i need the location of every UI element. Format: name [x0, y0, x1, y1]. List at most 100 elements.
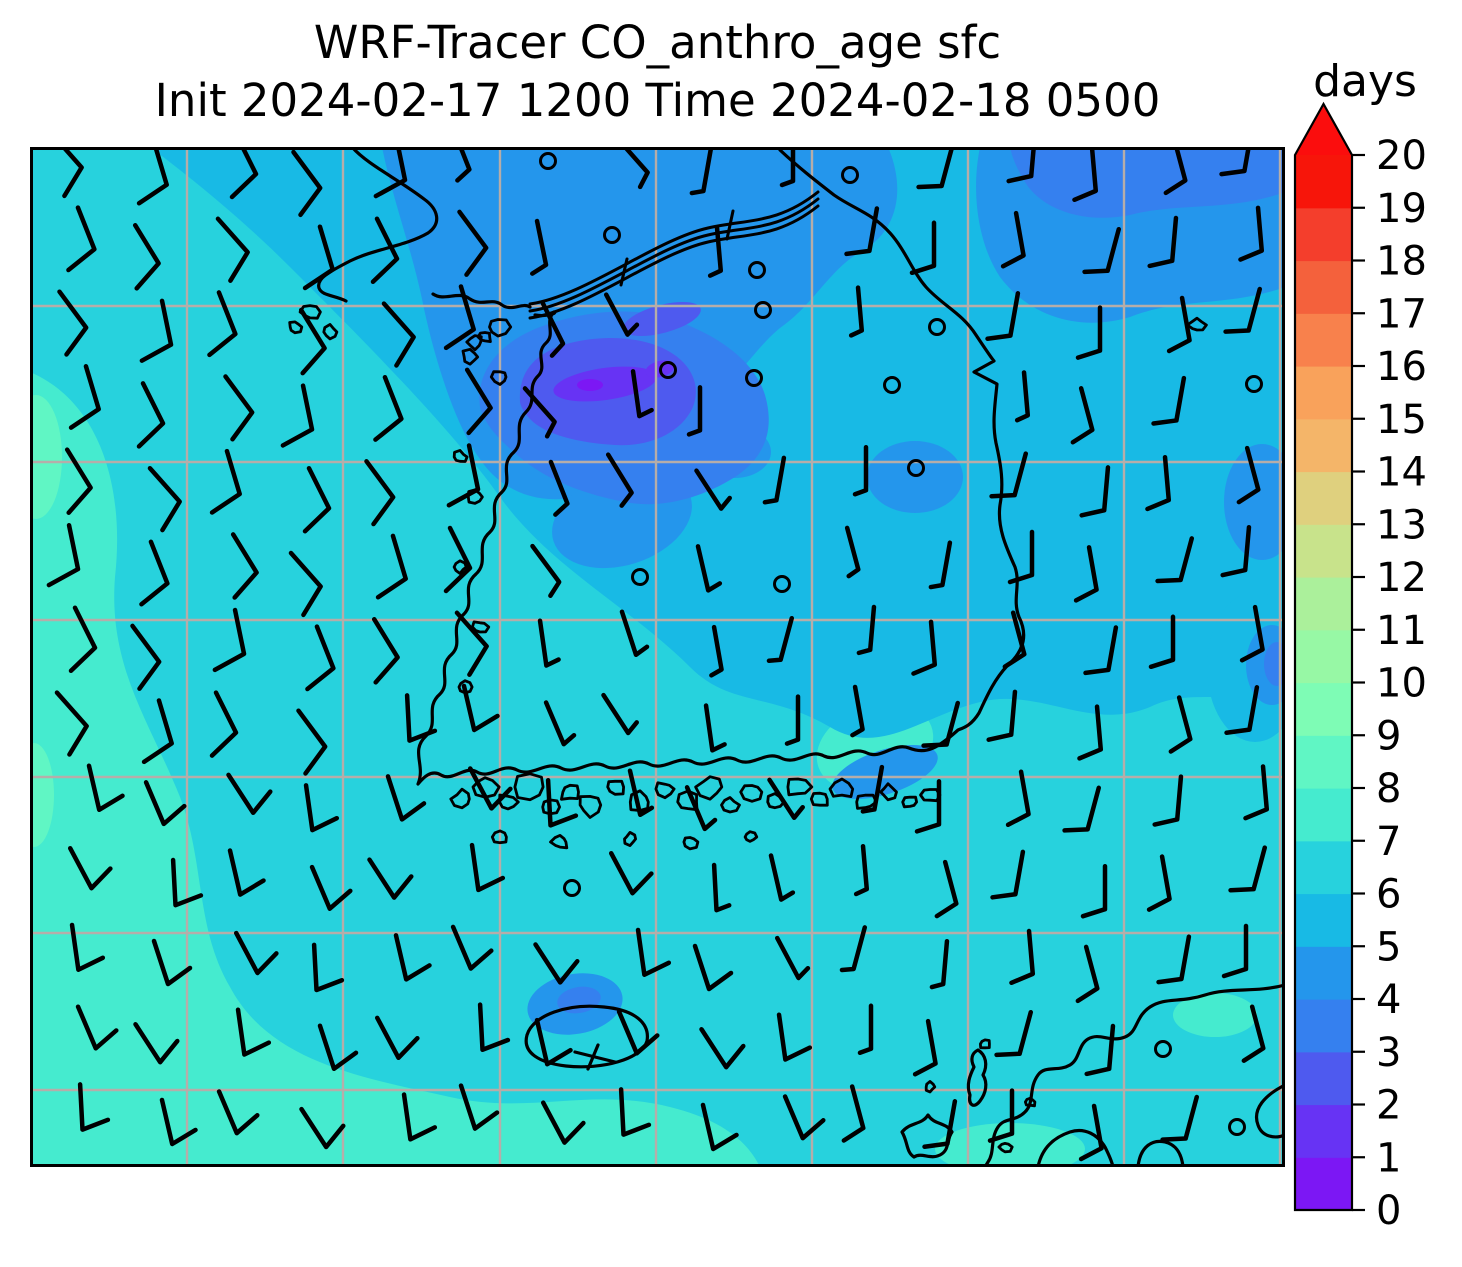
- wind-barb: [692, 943, 734, 992]
- colorbar-over-arrow: [1295, 104, 1352, 155]
- wind-barb: [298, 307, 327, 376]
- wind-barb: [209, 448, 242, 515]
- wind-barb: [69, 922, 106, 972]
- wind-barb: [373, 147, 408, 199]
- colorbar-tick-label: 9: [1376, 713, 1401, 759]
- wind-barb: [401, 1092, 438, 1142]
- calm-wind-circle: [748, 261, 766, 279]
- wind-barb: [608, 851, 654, 896]
- wind-barb: [67, 846, 113, 891]
- wind-barb: [404, 693, 438, 743]
- colorbar-segments: [1295, 155, 1352, 1211]
- coastline: [983, 983, 1285, 1167]
- wind-barb: [1083, 625, 1119, 676]
- wind-barb: [779, 147, 796, 188]
- island: [997, 1142, 1014, 1154]
- wind-barb: [299, 1106, 346, 1150]
- island: [452, 448, 469, 463]
- wind-barb: [64, 447, 93, 515]
- wind-barb: [615, 147, 650, 190]
- wind-barb: [139, 298, 174, 363]
- wind-barb: [1075, 305, 1103, 360]
- colorbar-tick-label: 13: [1376, 502, 1427, 548]
- gridlines-group: [30, 147, 1285, 1167]
- colorbar-tick-label: 12: [1376, 555, 1427, 601]
- wind-barb: [856, 604, 877, 656]
- map-content: [30, 147, 1285, 1167]
- wind-barb: [766, 615, 795, 664]
- wind-barb: [370, 216, 400, 285]
- contour-region: [30, 743, 54, 847]
- map-border: [30, 147, 1285, 1167]
- wind-barb: [68, 364, 101, 430]
- contour-region: [553, 366, 657, 402]
- colorbar-segment: [1295, 207, 1352, 262]
- wind-barb: [922, 1099, 958, 1149]
- wind-barb: [774, 935, 811, 981]
- contour-region: [577, 379, 603, 391]
- wind-barb: [540, 1100, 586, 1145]
- wind-barb: [1220, 524, 1252, 578]
- wind-barb: [850, 684, 865, 738]
- colorbar-segment: [1295, 1051, 1352, 1106]
- wind-barb: [848, 285, 865, 338]
- colorbar-segment: [1295, 735, 1352, 789]
- colorbar-segment: [1295, 999, 1352, 1053]
- wind-barb: [1168, 695, 1193, 754]
- island: [489, 370, 508, 386]
- calm-wind-circle: [745, 369, 763, 387]
- colorbar-segment: [1295, 946, 1352, 1000]
- wind-barb: [464, 367, 493, 436]
- wind-barb: [223, 374, 255, 442]
- wind-barb: [530, 218, 549, 276]
- contour-region: [623, 301, 701, 337]
- wind-barb: [1072, 147, 1099, 203]
- wind-barb: [1073, 545, 1099, 603]
- wind-barb: [853, 843, 870, 897]
- island: [452, 559, 468, 575]
- calm-wind-group: [539, 152, 1263, 1136]
- wind-barb: [132, 222, 161, 291]
- colorbar-tick-label: 16: [1376, 344, 1427, 390]
- wind-barb: [1014, 370, 1031, 423]
- dmz-border-line: [528, 197, 820, 313]
- coastline: [586, 1043, 600, 1071]
- wind-barb: [533, 942, 580, 985]
- island: [901, 795, 918, 809]
- wind-barb: [373, 374, 404, 442]
- colorbar-segment: [1295, 524, 1352, 578]
- wind-barb: [1062, 785, 1102, 833]
- wind-barb: [375, 533, 408, 600]
- wind-barb: [46, 522, 81, 588]
- wind-barb: [288, 550, 323, 618]
- wind-barb: [782, 1094, 826, 1141]
- wind-barb: [374, 1015, 420, 1061]
- island: [919, 788, 942, 803]
- wind-barb: [1239, 604, 1265, 663]
- wind-barb: [990, 849, 1026, 900]
- wind-barb: [700, 1102, 739, 1152]
- island: [786, 777, 814, 797]
- wind-barb: [603, 292, 640, 337]
- wind-barb: [457, 209, 489, 277]
- wind-barb: [844, 525, 861, 579]
- wind-barb: [605, 452, 634, 508]
- wind-barb: [86, 763, 125, 813]
- calm-wind-circle: [563, 879, 581, 897]
- colorbar-segment: [1295, 471, 1352, 525]
- calm-wind-circle: [1245, 375, 1263, 393]
- wind-barb: [291, 149, 323, 218]
- island: [1024, 1096, 1037, 1108]
- wind-barb: [443, 525, 473, 594]
- island: [461, 347, 480, 366]
- wind-barb: [1219, 147, 1255, 177]
- wind-barb: [364, 459, 396, 527]
- wind-barb: [1223, 286, 1263, 334]
- wind-barb: [1145, 454, 1172, 512]
- wind-barb: [66, 205, 97, 273]
- dmz-border-line: [528, 190, 820, 306]
- contour-region: [832, 745, 938, 799]
- island: [720, 796, 741, 814]
- wind-barb: [311, 942, 345, 993]
- wind-barb: [467, 766, 513, 811]
